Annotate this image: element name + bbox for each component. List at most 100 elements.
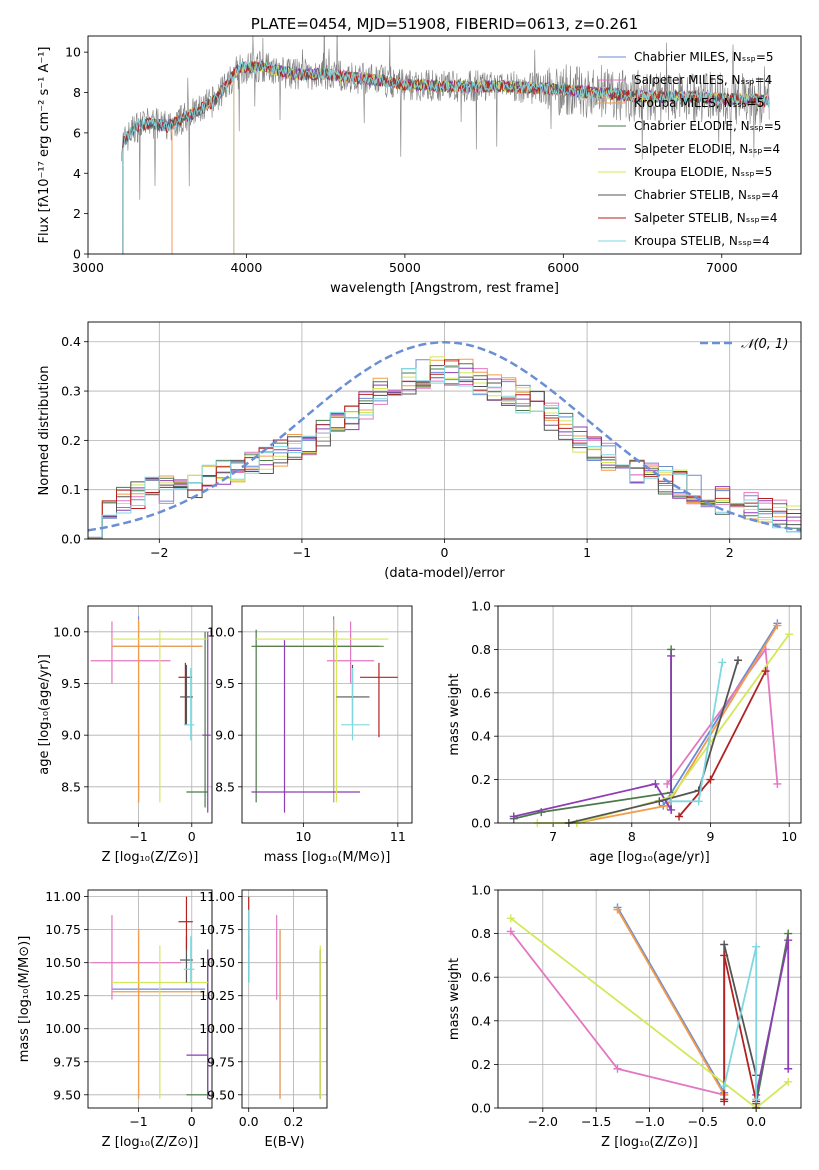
y-tick-label: 10.0 xyxy=(207,624,235,639)
y-tick-label: 8.5 xyxy=(215,779,235,794)
y-tick-label: 0.0 xyxy=(471,1101,491,1116)
y-tick-label: 10.00 xyxy=(199,1021,235,1036)
spectrum-plot-area xyxy=(121,36,770,254)
x-tick-label: 9 xyxy=(707,829,715,844)
y-tick-label: 9.75 xyxy=(53,1054,81,1069)
spectrum-data-line xyxy=(121,36,770,200)
x-tick-label: 0.2 xyxy=(284,1114,304,1129)
panel-age_vs_z: −1 0 8.5 9.0 9.5 10.0 Z [log₁₀(Z/Z⊙)] age [log₁… xyxy=(37,605,213,865)
errorbar-kroupa_miles xyxy=(111,619,203,803)
errorbar-chabrier_elodie xyxy=(251,629,384,803)
legend-label-kroupa_miles: Kroupa MILES, Nₛₛₚ=5 xyxy=(634,96,764,110)
plot-frame xyxy=(87,35,802,255)
weight-marker-salpeter_stelib xyxy=(675,812,684,821)
x-tick-label: −1 xyxy=(293,545,311,560)
x-tick-label: −2.0 xyxy=(528,1114,558,1129)
errorbar-kroupa_stelib xyxy=(183,668,195,741)
y-tick-label: 0 xyxy=(73,247,81,262)
x-tick-label: −0.5 xyxy=(688,1114,718,1129)
weight-marker-salpeter_miles xyxy=(506,927,515,936)
panel-age_vs_mass: 10 11 8.5 9.0 9.5 10.0 mass [log₁₀(M/M⊙)] xyxy=(207,605,413,865)
plot-frame xyxy=(497,605,802,824)
weight-line-chabrier_stelib xyxy=(568,660,739,824)
plot-frame xyxy=(497,889,802,1109)
weight-marker-salpeter_stelib xyxy=(706,775,715,784)
x-tick-label: 2 xyxy=(726,545,734,560)
weight-marker-salpeter_elodie xyxy=(784,1064,793,1073)
weight-marker-kroupa_elodie xyxy=(785,630,794,639)
legend-label-salpeter_miles: Salpeter MILES, Nₛₛₚ=4 xyxy=(634,73,772,87)
errorbar-kroupa_elodie xyxy=(256,629,389,803)
legend-label-chabrier_elodie: Chabrier ELODIE, Nₛₛₚ=5 xyxy=(634,119,781,133)
weight-marker-salpeter_stelib xyxy=(720,1097,729,1106)
legend-label-chabrier_miles: Chabrier MILES, Nₛₛₚ=5 xyxy=(634,50,774,64)
y-tick-label: 0.0 xyxy=(61,532,81,547)
errorbar-chabrier_elodie xyxy=(186,631,208,808)
legend-label-normal: 𝒩(0, 1) xyxy=(741,337,788,352)
weight-marker-salpeter_elodie xyxy=(784,936,793,945)
x-axis-label: Z [log₁₀(Z/Z⊙)] xyxy=(601,1135,698,1150)
legend-label-salpeter_elodie: Salpeter ELODIE, Nₛₛₚ=4 xyxy=(634,142,780,156)
y-tick-label: 0.1 xyxy=(61,482,81,497)
y-tick-label: 0.6 xyxy=(471,685,491,700)
histogram-area xyxy=(88,340,801,539)
y-tick-label: 10.25 xyxy=(199,988,235,1003)
weight_vs_age-plot-area xyxy=(509,619,794,827)
x-axis-label: age [log₁₀(age/yr)] xyxy=(589,850,710,865)
errorbar-salpeter_stelib xyxy=(178,662,192,725)
plot-frame xyxy=(87,321,802,540)
y-axis-label: mass [log₁₀(M/M⊙)] xyxy=(17,936,32,1063)
x-tick-label: 3000 xyxy=(72,260,104,275)
x-tick-label: 6000 xyxy=(547,260,579,275)
y-tick-label: 9.50 xyxy=(207,1087,235,1102)
x-tick-label: −1 xyxy=(129,1114,147,1129)
y-tick-label: 0.2 xyxy=(61,433,81,448)
weight-line-chabrier_elodie xyxy=(513,649,672,820)
y-tick-label: 9.75 xyxy=(207,1054,235,1069)
weight-marker-kroupa_miles xyxy=(773,621,782,630)
y-tick-label: 10.75 xyxy=(199,922,235,937)
y-tick-label: 6 xyxy=(73,125,81,140)
plot-frame xyxy=(241,889,328,1109)
y-tick-label: 0.4 xyxy=(471,729,491,744)
y-tick-label: 0.2 xyxy=(471,772,491,787)
panel-mass_vs_ebv: 0.0 0.2 9.50 9.75 10.00 10.25 10.50 10.75 11.00 E… xyxy=(199,889,328,1150)
weight-line-chabrier_miles xyxy=(616,906,725,1094)
errorbar-kroupa_elodie xyxy=(111,945,208,1099)
normal-curve xyxy=(88,340,801,532)
weight-marker-salpeter_elodie xyxy=(667,805,676,814)
y-tick-label: 0.4 xyxy=(61,334,81,349)
x-tick-label: −1.5 xyxy=(581,1114,611,1129)
errorbar-chabrier_miles xyxy=(111,616,203,803)
errorbar-salpeter_miles xyxy=(276,915,278,1000)
y-tick-label: 0.2 xyxy=(471,1057,491,1072)
weight-marker-salpeter_miles xyxy=(773,779,782,788)
y-tick-label: 0.8 xyxy=(471,642,491,657)
x-tick-label: 8 xyxy=(628,829,636,844)
x-tick-label: −2 xyxy=(150,545,168,560)
y-tick-label: 8.5 xyxy=(61,779,81,794)
panel-mass_vs_z: −1 0 9.50 9.75 10.00 10.25 10.50 10.75 11.00 Z [l… xyxy=(17,889,213,1150)
weight-line-salpeter_elodie xyxy=(513,655,672,818)
weight-marker-salpeter_stelib xyxy=(720,951,729,960)
legend-label-kroupa_elodie: Kroupa ELODIE, Nₛₛₚ=5 xyxy=(634,165,772,179)
y-tick-label: 1.0 xyxy=(471,883,491,898)
y-axis-label: Normed distribution xyxy=(37,366,52,496)
errorbar-salpeter_miles xyxy=(90,621,171,684)
histogram-kroupa_stelib xyxy=(88,365,801,538)
errorbar-kroupa_miles xyxy=(279,929,281,1099)
weight-line-salpeter_elodie xyxy=(755,939,790,1096)
y-tick-label: 9.5 xyxy=(215,676,235,691)
errorbar-salpeter_elodie xyxy=(202,631,211,813)
x-tick-label: 0 xyxy=(188,1114,196,1129)
model-line-salpeter_stelib xyxy=(122,61,770,254)
weight-line-chabrier_miles xyxy=(662,622,779,807)
mass_vs_z-plot-area xyxy=(90,896,210,1099)
errorbar-kroupa_miles xyxy=(111,929,206,1099)
mass_vs_ebv-plot-area xyxy=(248,896,321,1099)
weight-marker-kroupa_miles xyxy=(613,905,622,914)
weight-marker-kroupa_stelib xyxy=(752,1095,761,1104)
weight-marker-kroupa_elodie xyxy=(506,914,515,923)
weight-line-kroupa_miles xyxy=(576,625,779,824)
x-axis-label: E(B-V) xyxy=(264,1135,304,1150)
